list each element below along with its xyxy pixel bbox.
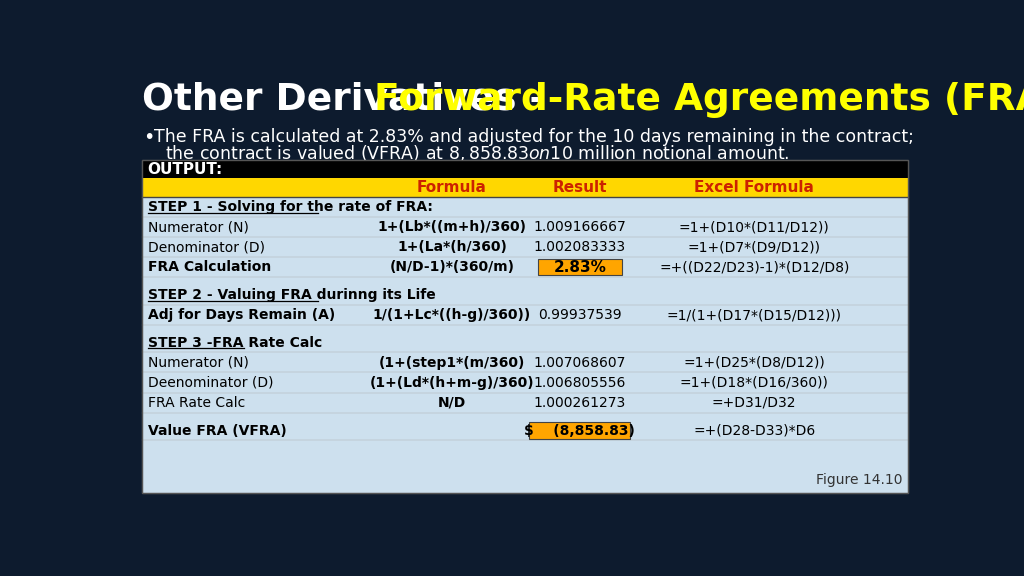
FancyBboxPatch shape	[142, 160, 907, 492]
Text: FRA Rate Calc: FRA Rate Calc	[148, 396, 246, 410]
Text: 1+(Lb*((m+h)/360): 1+(Lb*((m+h)/360)	[378, 221, 526, 234]
Text: Numerator (N): Numerator (N)	[148, 221, 249, 234]
Text: Numerator (N): Numerator (N)	[148, 356, 249, 370]
Text: $    (8,858.83): $ (8,858.83)	[524, 424, 635, 438]
Text: 1/(1+Lc*((h-g)/360)): 1/(1+Lc*((h-g)/360))	[373, 308, 531, 322]
Text: (N/D-1)*(360/m): (N/D-1)*(360/m)	[389, 260, 514, 274]
Text: Excel Formula: Excel Formula	[694, 180, 814, 195]
Text: =1+(D18*(D16/360)): =1+(D18*(D16/360))	[680, 376, 828, 390]
Text: =1+(D7*(D9/D12)): =1+(D7*(D9/D12))	[688, 240, 820, 255]
Text: Adj for Days Remain (A): Adj for Days Remain (A)	[148, 308, 336, 322]
FancyBboxPatch shape	[538, 259, 622, 275]
Text: =1+(D25*(D8/D12)): =1+(D25*(D8/D12))	[683, 356, 825, 370]
Text: Value FRA (VFRA): Value FRA (VFRA)	[148, 424, 287, 438]
Text: 1.000261273: 1.000261273	[534, 396, 626, 410]
Text: 2.83%: 2.83%	[553, 260, 606, 275]
FancyBboxPatch shape	[142, 160, 907, 179]
Text: Forward-Rate Agreements (FRAs): Forward-Rate Agreements (FRAs)	[375, 82, 1024, 118]
Text: Denominator (D): Denominator (D)	[148, 240, 265, 255]
Text: (1+(Ld*(h+m-g)/360): (1+(Ld*(h+m-g)/360)	[370, 376, 535, 390]
Text: Result: Result	[553, 180, 607, 195]
Text: =1/(1+(D17*(D15/D12))): =1/(1+(D17*(D15/D12)))	[667, 308, 842, 322]
Text: (1+(step1*(m/360): (1+(step1*(m/360)	[379, 356, 525, 370]
Text: •: •	[143, 128, 155, 147]
Text: Other Derivatives -: Other Derivatives -	[142, 82, 558, 118]
Text: Figure 14.10: Figure 14.10	[816, 473, 903, 487]
Text: STEP 3 -FRA Rate Calc: STEP 3 -FRA Rate Calc	[148, 336, 323, 350]
Text: STEP 1 - Solving for the rate of FRA:: STEP 1 - Solving for the rate of FRA:	[148, 200, 433, 214]
Text: 1.009166667: 1.009166667	[534, 221, 627, 234]
Text: The FRA is calculated at 2.83% and adjusted for the 10 days remaining in the con: The FRA is calculated at 2.83% and adjus…	[155, 128, 914, 146]
Text: STEP 2 - Valuing FRA durinng its Life: STEP 2 - Valuing FRA durinng its Life	[148, 288, 436, 302]
Text: OUTPUT:: OUTPUT:	[147, 162, 222, 177]
Text: 1.002083333: 1.002083333	[534, 240, 626, 255]
Text: =+D31/D32: =+D31/D32	[712, 396, 797, 410]
FancyBboxPatch shape	[529, 422, 630, 439]
Text: 1.006805556: 1.006805556	[534, 376, 626, 390]
Text: FRA Calculation: FRA Calculation	[148, 260, 271, 274]
Text: 1.007068607: 1.007068607	[534, 356, 626, 370]
Text: the contract is valued (VFRA) at $8,858.83 on $10 million notional amount.: the contract is valued (VFRA) at $8,858.…	[155, 143, 790, 163]
Text: =1+(D10*(D11/D12)): =1+(D10*(D11/D12))	[679, 221, 829, 234]
Text: 1+(La*(h/360): 1+(La*(h/360)	[397, 240, 507, 255]
Text: Formula: Formula	[417, 180, 486, 195]
Text: =+((D22/D23)-1)*(D12/D8): =+((D22/D23)-1)*(D12/D8)	[659, 260, 849, 274]
FancyBboxPatch shape	[142, 179, 907, 197]
Text: Deenominator (D): Deenominator (D)	[148, 376, 273, 390]
Text: 0.99937539: 0.99937539	[538, 308, 622, 322]
Text: N/D: N/D	[438, 396, 466, 410]
Text: =+(D28-D33)*D6: =+(D28-D33)*D6	[693, 424, 815, 438]
